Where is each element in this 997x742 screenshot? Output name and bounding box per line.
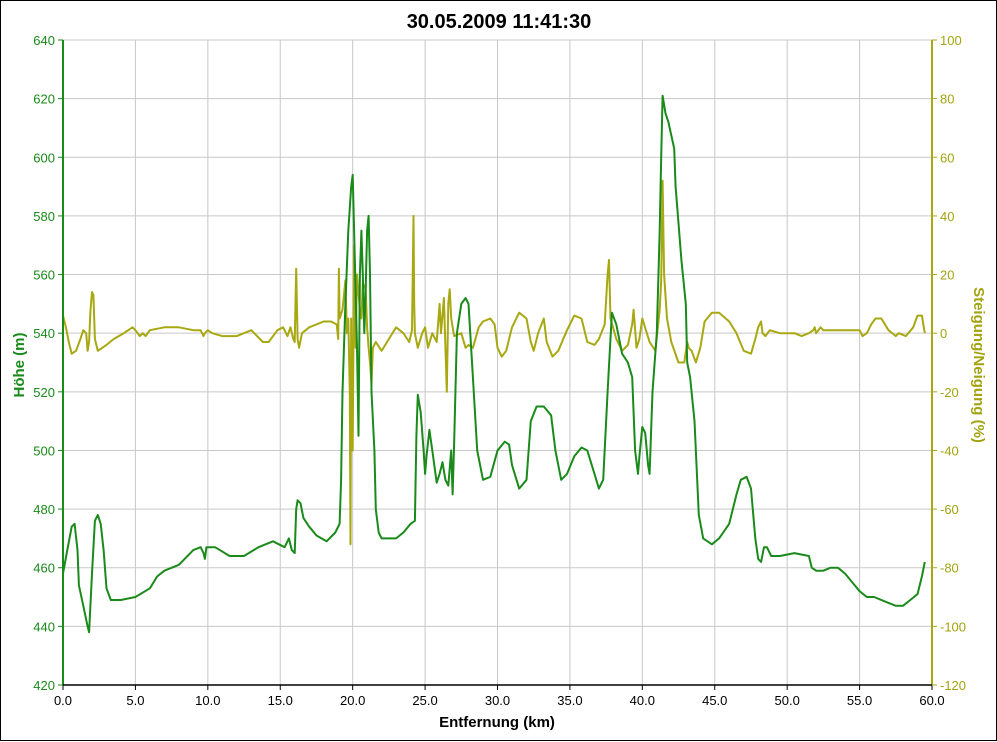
y-tick-label-right: -100 [940,619,966,634]
x-tick-label: 25.0 [412,693,437,708]
y-tick-label-right: 100 [940,33,962,48]
x-tick-label: 10.0 [195,693,220,708]
y-tick-label-right: -120 [940,678,966,693]
x-tick-label: 5.0 [126,693,144,708]
y-tick-label-right: -20 [940,385,959,400]
x-tick-label: 40.0 [630,693,655,708]
x-tick-label: 55.0 [847,693,872,708]
y-axis-label-left: Höhe (m) [11,333,28,398]
y-tick-label-left: 420 [33,678,55,693]
tick-labels: 0.0 5.0 10.0 15.0 20.0 25.0 30.0 35.0 40.0 45.0 50… [33,33,966,708]
y-tick-label-right: 60 [940,150,954,165]
series-lines [62,94,926,634]
y-tick-label-left: 520 [33,385,55,400]
x-axis-label: Entfernung (km) [439,714,555,731]
y-tick-label-left: 460 [33,561,55,576]
x-tick-label: 50.0 [775,693,800,708]
y-tick-label-left: 640 [33,33,55,48]
y-tick-label-right: -80 [940,561,959,576]
y-tick-label-left: 560 [33,268,55,283]
y-tick-label-left: 620 [33,92,55,107]
axes [58,39,937,690]
x-tick-label: 20.0 [340,693,365,708]
grid-lines [63,39,933,686]
y-axis-label-right: Steigung/Neigung (%) [970,287,987,443]
chart-title: 30.05.2009 11:41:30 [407,11,592,33]
y-tick-label-left: 440 [33,619,55,634]
x-tick-label: 0.0 [54,693,72,708]
y-tick-label-right: 20 [940,268,954,283]
x-tick-label: 15.0 [268,693,293,708]
y-tick-label-left: 480 [33,502,55,517]
y-tick-label-right: 80 [940,92,954,107]
y-tick-label-right: -40 [940,443,959,458]
elevation-series-line [62,94,926,634]
gradient-series-line [62,179,926,546]
x-tick-label: 30.0 [485,693,510,708]
y-tick-label-right: 0 [940,326,947,341]
y-tick-label-left: 600 [33,150,55,165]
x-tick-label: 35.0 [557,693,582,708]
x-tick-label: 45.0 [702,693,727,708]
y-tick-label-left: 540 [33,326,55,341]
x-tick-label: 60.0 [919,693,944,708]
y-tick-label-left: 580 [33,209,55,224]
y-tick-label-left: 500 [33,443,55,458]
y-tick-label-right: -60 [940,502,959,517]
y-tick-label-right: 40 [940,209,954,224]
